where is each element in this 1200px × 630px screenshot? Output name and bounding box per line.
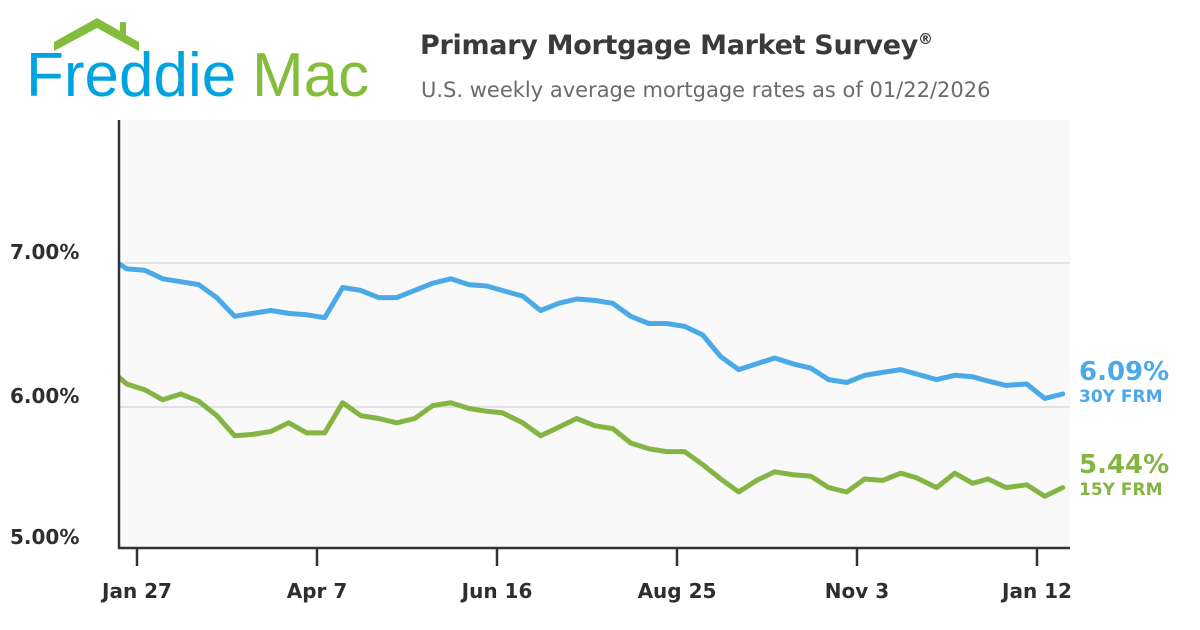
x-tick-label: Jan 12 bbox=[1000, 579, 1072, 603]
x-tick-label: Jan 27 bbox=[100, 579, 172, 603]
freddie-mac-logo: Freddie Mac bbox=[26, 18, 369, 104]
chart-title: Primary Mortgage Market Survey® bbox=[420, 30, 933, 61]
logo-text-freddie: Freddie bbox=[26, 41, 236, 104]
series-15y-name: 15Y FRM bbox=[1079, 480, 1163, 500]
y-tick-label: 5.00% bbox=[10, 525, 79, 549]
title-text: Primary Mortgage Market Survey bbox=[420, 30, 919, 61]
series-30y-end-label: 6.09% 30Y FRM bbox=[1079, 357, 1169, 407]
series-30y-name: 30Y FRM bbox=[1079, 387, 1163, 407]
house-roof-icon bbox=[54, 18, 139, 51]
x-tick-label: Aug 25 bbox=[638, 579, 717, 603]
series-line-15y-frm bbox=[118, 372, 1066, 499]
series-15y-end-label: 5.44% 15Y FRM bbox=[1079, 450, 1169, 500]
x-tick-label: Nov 3 bbox=[825, 579, 889, 603]
series-line-30y-frm bbox=[118, 260, 1066, 401]
y-tick-label: 6.00% bbox=[10, 384, 79, 408]
logo-text-mac: Mac bbox=[252, 41, 369, 104]
series-15y-latest-value: 5.44% bbox=[1079, 450, 1170, 480]
series-30y-latest-value: 6.09% bbox=[1079, 357, 1170, 387]
x-tick-label: Apr 7 bbox=[287, 579, 348, 603]
y-tick-label: 7.00% bbox=[10, 240, 79, 264]
x-tick-label: Jun 16 bbox=[460, 579, 533, 603]
chart-subtitle: U.S. weekly average mortgage rates as of… bbox=[421, 78, 991, 102]
registered-mark: ® bbox=[918, 30, 933, 48]
